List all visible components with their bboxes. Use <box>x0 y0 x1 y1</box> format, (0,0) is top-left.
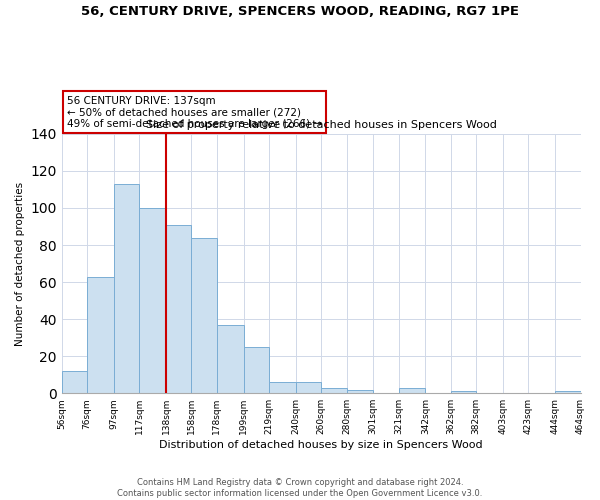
Bar <box>244 347 269 393</box>
Text: Contains HM Land Registry data © Crown copyright and database right 2024.
Contai: Contains HM Land Registry data © Crown c… <box>118 478 482 498</box>
Text: 56, CENTURY DRIVE, SPENCERS WOOD, READING, RG7 1PE: 56, CENTURY DRIVE, SPENCERS WOOD, READIN… <box>81 5 519 18</box>
Bar <box>451 392 476 393</box>
Bar <box>296 382 321 393</box>
Y-axis label: Number of detached properties: Number of detached properties <box>15 182 25 346</box>
Bar <box>87 276 114 393</box>
Bar <box>555 392 581 393</box>
Title: Size of property relative to detached houses in Spencers Wood: Size of property relative to detached ho… <box>146 120 497 130</box>
Bar <box>139 208 166 393</box>
Bar <box>62 371 87 393</box>
Bar <box>398 388 425 393</box>
Bar <box>217 324 244 393</box>
Bar <box>321 388 347 393</box>
Bar <box>269 382 296 393</box>
Bar <box>191 238 217 393</box>
Bar <box>114 184 139 393</box>
X-axis label: Distribution of detached houses by size in Spencers Wood: Distribution of detached houses by size … <box>160 440 483 450</box>
Bar <box>166 224 191 393</box>
Bar <box>347 390 373 393</box>
Text: 56 CENTURY DRIVE: 137sqm
← 50% of detached houses are smaller (272)
49% of semi-: 56 CENTURY DRIVE: 137sqm ← 50% of detach… <box>67 96 322 128</box>
